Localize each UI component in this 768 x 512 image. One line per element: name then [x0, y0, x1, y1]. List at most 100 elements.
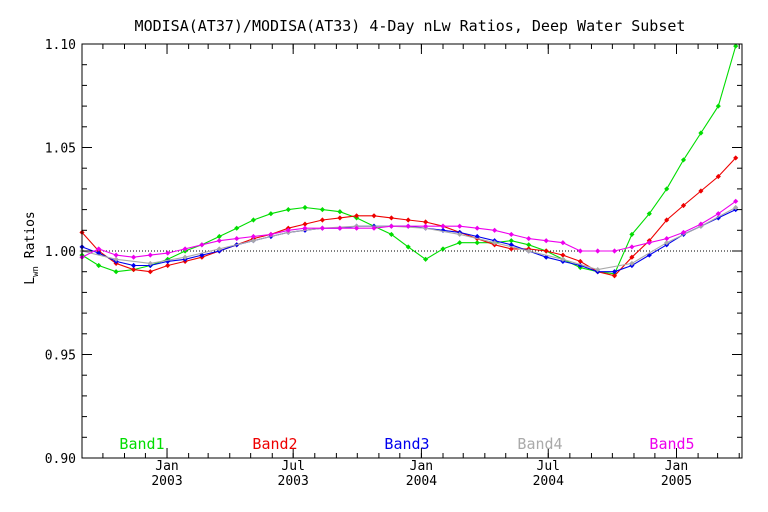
data-point — [680, 229, 687, 235]
data-point — [234, 236, 240, 242]
data-point — [131, 254, 137, 260]
data-point — [250, 238, 256, 244]
data-point — [733, 204, 739, 211]
data-point — [199, 242, 205, 248]
data-point — [611, 273, 618, 279]
data-point — [405, 217, 411, 223]
data-point — [733, 43, 739, 49]
data-point — [131, 267, 137, 273]
data-point — [388, 231, 394, 237]
data-point — [165, 250, 171, 256]
data-point — [543, 248, 549, 254]
data-point — [715, 103, 721, 109]
data-point — [147, 269, 153, 275]
chart-title: MODISA(AT37)/MODISA(AT33) 4-Day nLw Rati… — [135, 17, 686, 35]
data-point — [733, 155, 739, 161]
data-point — [354, 213, 360, 219]
x-tick-label-month: Jul — [537, 459, 560, 474]
data-point — [182, 254, 188, 260]
data-point — [354, 225, 360, 231]
data-point — [423, 256, 429, 262]
legend-label-band1: Band1 — [119, 435, 164, 453]
series-band1 — [79, 43, 739, 277]
data-point — [526, 236, 532, 242]
x-tick-label-year: 2004 — [533, 474, 564, 489]
data-point — [680, 202, 687, 209]
data-point — [216, 233, 222, 240]
data-point — [474, 225, 480, 231]
data-point — [268, 211, 274, 217]
data-point — [611, 248, 618, 254]
y-tick-label: 1.05 — [45, 142, 76, 157]
data-point — [715, 211, 721, 217]
x-tick-label-year: 2003 — [151, 474, 182, 489]
data-point — [131, 262, 137, 269]
legend-label-band2: Band2 — [252, 435, 297, 453]
data-point — [629, 231, 635, 237]
data-point — [440, 223, 446, 229]
series-band5 — [79, 198, 739, 260]
data-point — [423, 219, 429, 225]
data-point — [96, 262, 102, 269]
data-point — [423, 223, 429, 229]
data-point — [113, 252, 119, 258]
data-point — [457, 240, 463, 246]
y-tick-label: 1.10 — [45, 38, 76, 53]
legend-label-band3: Band3 — [384, 435, 429, 453]
data-point — [250, 217, 256, 223]
data-point — [319, 217, 325, 223]
data-point — [492, 227, 498, 233]
data-point — [371, 225, 377, 231]
data-point — [234, 225, 240, 231]
x-tick-label-year: 2003 — [278, 474, 309, 489]
series-line-band1 — [81, 45, 737, 275]
data-point — [698, 130, 704, 136]
legend-label-band4: Band4 — [517, 435, 562, 453]
data-point — [629, 244, 635, 250]
data-point — [664, 236, 670, 242]
data-point — [337, 225, 343, 231]
data-point — [629, 254, 635, 260]
data-point — [526, 242, 532, 248]
data-point — [560, 256, 566, 262]
y-axis-label-text: Lwn Ratios — [23, 211, 41, 284]
data-point — [560, 240, 566, 246]
data-point — [405, 223, 411, 229]
data-point — [526, 248, 532, 254]
data-point — [302, 225, 308, 231]
data-point — [715, 173, 721, 180]
data-point — [664, 186, 670, 192]
data-point — [508, 246, 514, 252]
x-tick-label-month: Jan — [155, 459, 178, 474]
data-point — [440, 246, 446, 252]
data-point — [698, 221, 704, 227]
data-point — [508, 231, 514, 237]
data-point — [268, 231, 274, 237]
data-point — [302, 204, 308, 211]
data-point — [216, 238, 222, 244]
data-point — [302, 221, 308, 227]
data-point — [698, 188, 704, 194]
x-tick-label-year: 2005 — [661, 474, 692, 489]
data-point — [577, 258, 583, 264]
data-point — [147, 260, 153, 266]
y-axis-label-rest: Ratios — [23, 211, 38, 266]
data-point — [577, 248, 583, 254]
data-point — [96, 246, 102, 252]
x-tick-label-month: Jul — [281, 459, 304, 474]
x-tick-label-year: 2004 — [406, 474, 437, 489]
data-point — [595, 267, 601, 273]
y-tick-label: 0.95 — [45, 349, 76, 364]
data-point — [285, 207, 291, 213]
data-point — [474, 233, 480, 240]
data-point — [474, 240, 480, 246]
data-point — [337, 215, 343, 221]
x-tick-label-month: Jan — [665, 459, 688, 474]
y-tick-label: 0.90 — [45, 452, 76, 467]
data-point — [216, 246, 222, 252]
data-point — [457, 223, 463, 229]
legend-label-band5: Band5 — [649, 435, 694, 453]
series-band3 — [79, 207, 739, 275]
data-point — [664, 217, 670, 223]
